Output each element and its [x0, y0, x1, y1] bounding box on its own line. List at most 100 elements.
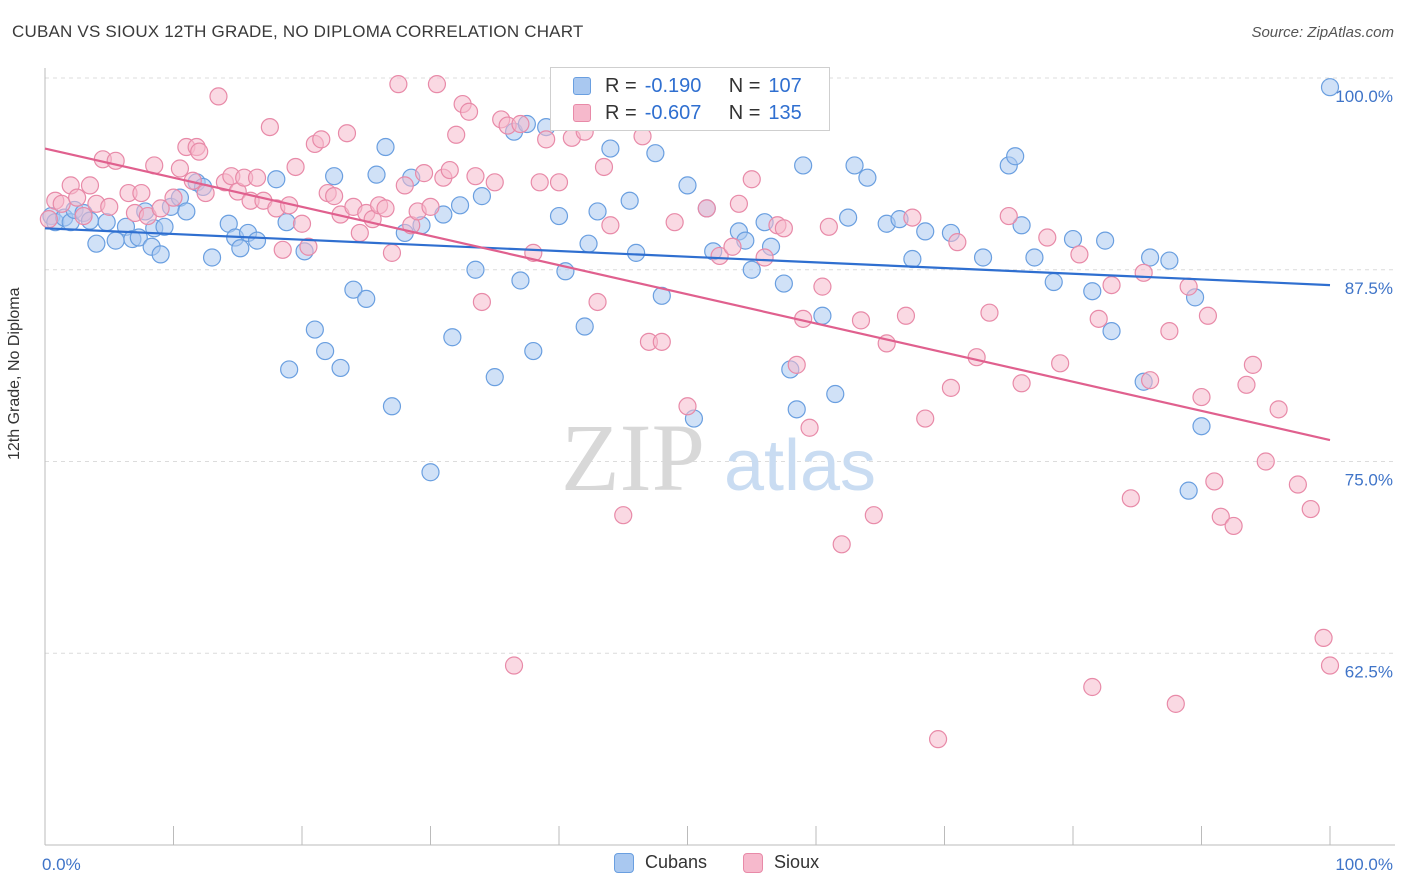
cubans-point [344, 280, 363, 299]
legend-label-cubans: Cubans [645, 852, 708, 872]
cubans-point [87, 234, 106, 253]
sioux-point [1237, 375, 1256, 394]
sioux-point [1089, 309, 1108, 328]
sioux-point [787, 355, 806, 374]
sioux-point [710, 246, 729, 266]
y-tick-label: 87.5% [1345, 279, 1393, 298]
sioux-point [1301, 499, 1320, 519]
cubans-point [575, 317, 594, 336]
cubans-point [794, 156, 813, 175]
y-tick-labels: 100.0% 87.5% 75.0% 62.5% [1335, 87, 1393, 681]
cubans-point [903, 249, 922, 269]
sioux-point [980, 303, 999, 322]
cubans-legend-swatch [614, 852, 634, 873]
sioux-point [286, 157, 305, 177]
n-value: 135 [768, 101, 802, 124]
sioux-point [337, 124, 357, 143]
cubans-point [774, 274, 793, 293]
sioux-point [832, 535, 851, 554]
y-tick-label: 62.5% [1345, 662, 1393, 681]
sioux-point [209, 87, 228, 106]
cubans-point [1012, 216, 1031, 235]
cubans-point [151, 245, 170, 264]
grid-lines [45, 77, 1395, 654]
cubans-point [97, 213, 116, 232]
r-value: -0.607 [644, 101, 702, 124]
sioux-point [292, 214, 312, 233]
cubans-point [916, 222, 935, 241]
sioux-point [485, 173, 504, 192]
sioux-point [52, 194, 71, 213]
n-label: N = [728, 74, 761, 97]
cubans-point [450, 196, 470, 215]
cubans-point [466, 260, 485, 279]
sioux-point [614, 506, 633, 525]
cubans-swatch [573, 77, 591, 95]
sioux-point [100, 197, 119, 216]
cubans-point [588, 202, 607, 221]
cubans-point [443, 328, 462, 347]
cubans-point [1160, 251, 1179, 270]
cubans-point [1044, 272, 1063, 292]
sioux-point [1140, 371, 1160, 390]
cubans-point [177, 202, 196, 221]
cubans-point [376, 137, 395, 157]
sioux-point [928, 730, 948, 749]
cubans-point [280, 360, 299, 379]
sioux-point [916, 409, 935, 428]
sioux-point [678, 397, 697, 416]
r-label: R = [605, 74, 637, 97]
sioux-point [1256, 452, 1275, 471]
sioux-trend-line [44, 147, 1331, 442]
cubans-point [787, 400, 806, 419]
sioux-point [190, 142, 209, 161]
sioux-point [1012, 374, 1031, 393]
sioux-point [68, 188, 87, 207]
r-label: R = [605, 101, 637, 124]
cubans-point [316, 341, 335, 361]
sioux-point [1070, 245, 1089, 264]
sioux-point [652, 332, 671, 351]
sioux-point [472, 292, 491, 312]
sioux-point [39, 210, 58, 229]
sioux-point [466, 167, 485, 186]
sioux-point [1205, 472, 1224, 491]
cubans-point [1083, 282, 1102, 301]
watermark-zip: ZIP [561, 404, 705, 511]
cubans-point [1179, 481, 1198, 500]
sioux-point [151, 199, 170, 218]
watermark: ZIP atlas [561, 404, 876, 511]
sioux-point [1320, 656, 1340, 675]
sioux-point [819, 217, 838, 236]
sioux-point [414, 164, 434, 183]
sioux-point [967, 348, 986, 367]
sioux-point [813, 277, 832, 296]
sioux-point [247, 168, 267, 187]
cubans-point [742, 260, 761, 279]
sioux-point [1051, 354, 1070, 373]
sioux-point [1314, 628, 1333, 648]
watermark-atlas: atlas [724, 426, 876, 506]
cubans-point [839, 208, 858, 227]
sioux-point [537, 130, 556, 149]
cubans-point [1096, 231, 1115, 250]
sioux-point [742, 170, 761, 189]
cubans-point [1320, 78, 1340, 97]
sioux-point [74, 206, 93, 226]
trend-lines [44, 147, 1331, 442]
cubans-point [646, 144, 665, 163]
cubans-point [421, 463, 440, 482]
sioux-point [1102, 275, 1121, 295]
r-value: -0.190 [644, 74, 702, 97]
sioux-point [903, 208, 922, 227]
legend-label-sioux: Sioux [774, 852, 820, 872]
n-label: N = [728, 101, 761, 124]
sioux-point [440, 160, 459, 180]
sioux-point [80, 176, 100, 195]
sioux-point [164, 188, 183, 207]
cubans-point [247, 231, 267, 250]
cubans-point [1102, 322, 1121, 341]
source-credit: Source: ZipAtlas.com [1251, 24, 1394, 41]
cubans-point [267, 170, 286, 189]
